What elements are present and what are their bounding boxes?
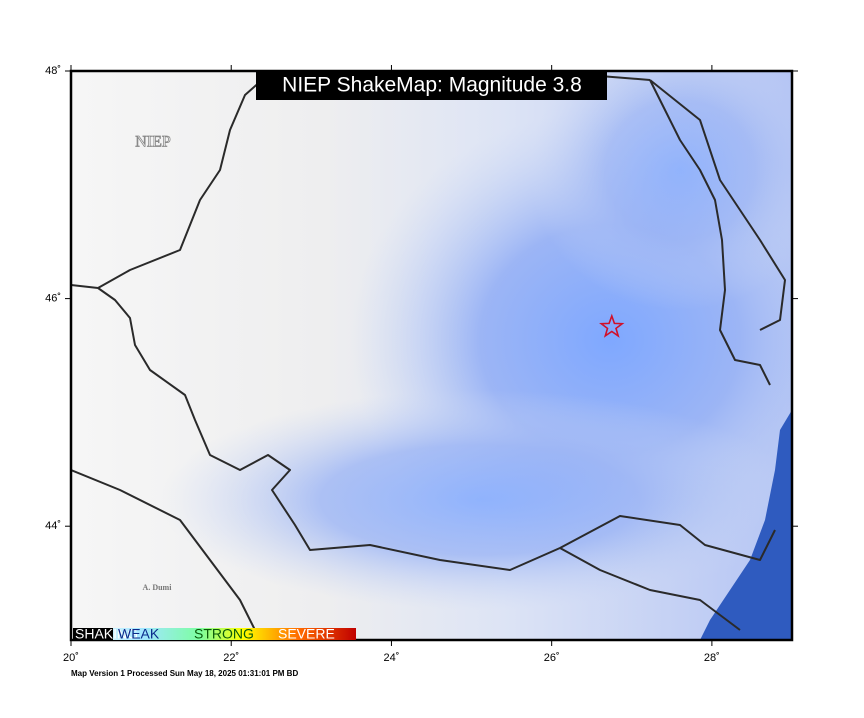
title-box	[256, 72, 607, 100]
x-tick-label: 24˚	[383, 652, 399, 664]
x-tick-label: 20˚	[63, 652, 79, 664]
legend-label: SHAKING	[75, 626, 138, 642]
epicenter	[599, 313, 625, 338]
legend-label: WEAK	[118, 626, 160, 642]
intensity-south	[160, 390, 792, 610]
map-area	[71, 71, 792, 640]
x-tick-label: 22˚	[223, 652, 239, 664]
x-tick-label: 28˚	[704, 652, 720, 664]
y-tick-label: 46˚	[45, 293, 61, 305]
legend-scale	[73, 628, 356, 640]
footer: Map Version 1 Processed Sun May 18, 2025…	[71, 669, 298, 678]
y-tick-label: 44˚	[45, 520, 61, 532]
watermark: NIEP	[135, 134, 171, 151]
legend-label-box	[73, 628, 113, 640]
map-title: NIEP ShakeMap: Magnitude 3.8	[282, 74, 582, 97]
black-sea	[700, 410, 792, 640]
x-tick-label: 26˚	[544, 652, 560, 664]
y-tick-label: 48˚	[45, 65, 61, 77]
legend-label: STRONG	[194, 626, 254, 642]
legend-label: SEVERE	[278, 626, 335, 642]
intensity-north	[530, 71, 792, 310]
legend	[73, 628, 356, 640]
place-label: A. Dumi	[143, 583, 173, 592]
map-frame	[69, 69, 794, 642]
